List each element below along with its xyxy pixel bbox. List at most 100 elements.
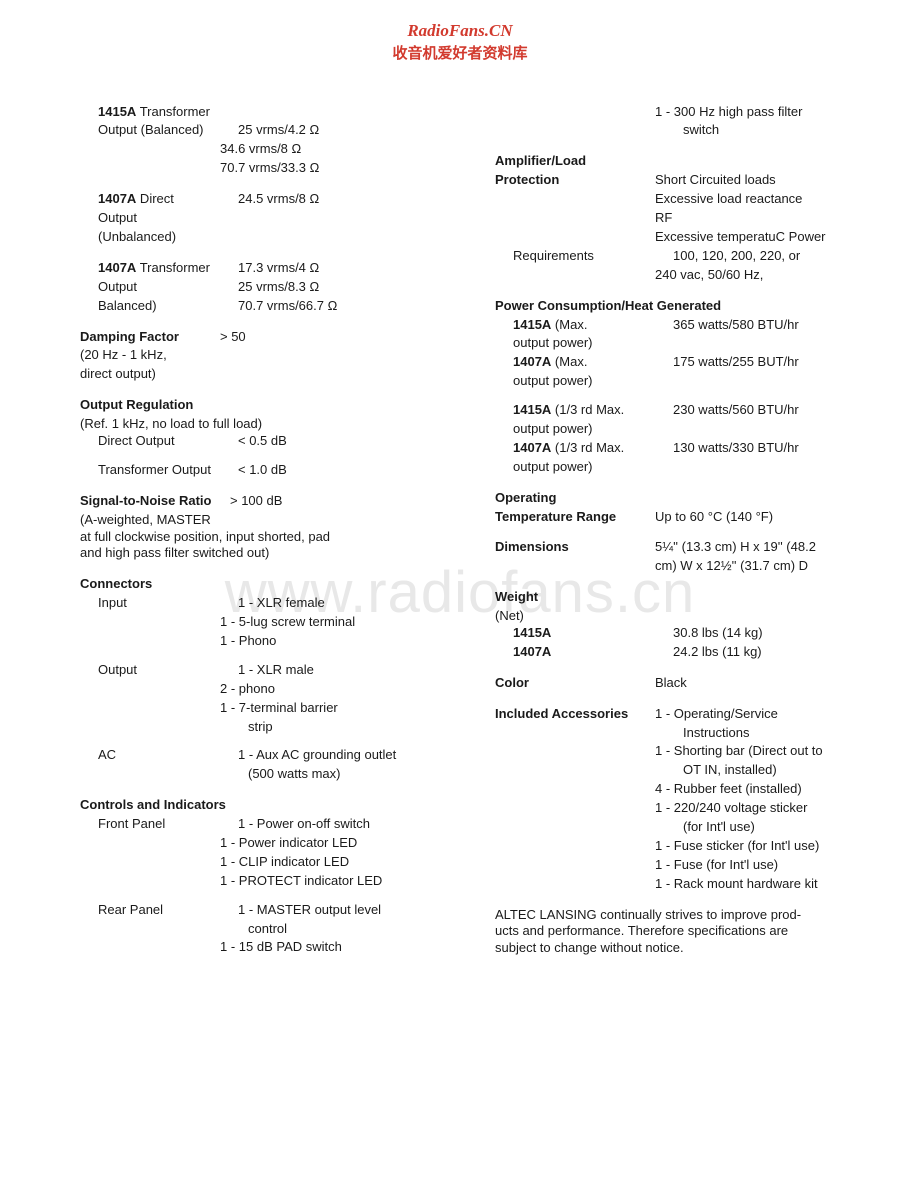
label: Direct Output <box>80 433 238 450</box>
value: 1 - Aux AC grounding outlet <box>238 747 455 764</box>
spec-dimensions: Dimensions5¼'' (13.3 cm) H x 19'' (48.2 … <box>495 539 870 575</box>
value: Up to 60 °C (140 °F) <box>655 509 870 526</box>
spec-content: 1415A Transformer Output (Balanced) 25 v… <box>0 64 920 972</box>
spec-title: Output Regulation <box>80 397 455 414</box>
spec-color: ColorBlack <box>495 675 870 692</box>
value: switch <box>655 122 870 139</box>
header-site: RadioFans.CN <box>0 20 920 42</box>
value: 25 vrms/4.2 Ω <box>238 122 455 139</box>
left-column: 1415A Transformer Output (Balanced) 25 v… <box>80 104 455 972</box>
spec-title: Signal-to-Noise Ratio <box>80 493 230 510</box>
label-bold: 1407A <box>495 644 673 661</box>
label-sub: Output <box>80 279 238 296</box>
label-bold: 1407A <box>98 260 136 275</box>
label: Input <box>80 595 238 612</box>
label: Rear Panel <box>80 902 238 919</box>
label-sub: Output <box>80 210 238 227</box>
label-bold: 1415A <box>513 317 551 332</box>
note: (20 Hz - 1 kHz, <box>80 347 220 364</box>
spec-op-temp: Operating Temperature RangeUp to 60 °C (… <box>495 490 870 526</box>
value: 100, 120, 200, 220, or <box>673 248 870 265</box>
value: 30.8 lbs (14 kg) <box>673 625 870 642</box>
label-bold: 1415A <box>513 402 551 417</box>
value: cm) W x 12½'' (31.7 cm) D <box>655 558 870 575</box>
value: 24.5 vrms/8 Ω <box>238 191 455 208</box>
value: 17.3 vrms/4 Ω <box>238 260 455 277</box>
label-rest: (Max. <box>551 354 587 369</box>
note: direct output) <box>80 366 220 383</box>
value: Excessive temperatuC Power <box>655 229 870 246</box>
value: Excessive load reactance <box>655 191 870 208</box>
label-bold: 1415A <box>495 625 673 642</box>
label-bold: 1407A <box>513 354 551 369</box>
value: 1 - Fuse (for Int'l use) <box>655 857 870 874</box>
spec-damping: Damping Factor > 50 (20 Hz - 1 kHz, dire… <box>80 329 455 384</box>
spec-title: Weight <box>495 589 870 606</box>
footer-line: ALTEC LANSING continually strives to imp… <box>495 907 870 924</box>
value: > 100 dB <box>230 493 455 510</box>
spec-title: Temperature Range <box>495 509 655 526</box>
spec-controls: Controls and Indicators Front Panel1 - P… <box>80 797 455 956</box>
spec-snr: Signal-to-Noise Ratio > 100 dB (A-weight… <box>80 493 455 563</box>
value: 1 - CLIP indicator LED <box>220 854 455 871</box>
note: at full clockwise position, input shorte… <box>80 529 455 546</box>
spec-title: Connectors <box>80 576 455 593</box>
spec-title: Amplifier/Load <box>495 153 655 170</box>
spec-title: Protection <box>495 172 655 189</box>
value: 34.6 vrms/8 Ω <box>220 141 455 158</box>
value: > 50 <box>220 329 455 346</box>
value: 365 watts/580 BTU/hr <box>673 317 870 334</box>
label-sub: output power) <box>495 335 673 352</box>
value: Black <box>655 675 870 692</box>
spec-output-regulation: Output Regulation (Ref. 1 kHz, no load t… <box>80 397 455 479</box>
value: 1 - Power on-off switch <box>238 816 455 833</box>
spec-title: Included Accessories <box>495 706 655 723</box>
value: 1 - Rack mount hardware kit <box>655 876 870 893</box>
value: 1 - Operating/Service <box>655 706 870 723</box>
label-rest: (1/3 rd Max. <box>551 440 624 455</box>
right-column: 1 - 300 Hz high pass filter switch Ampli… <box>495 104 870 972</box>
spec-title: Dimensions <box>495 539 655 556</box>
label-rest: Direct <box>136 191 174 206</box>
spec-title: Controls and Indicators <box>80 797 455 814</box>
value: 1 - 5-lug screw terminal <box>220 614 455 631</box>
header-subtitle: 收音机爱好者资料库 <box>0 44 920 64</box>
label: Output <box>80 662 238 679</box>
label-sub: Balanced) <box>80 298 238 315</box>
value: 1 - Shorting bar (Direct out to <box>655 743 870 760</box>
value: 1 - PROTECT indicator LED <box>220 873 455 890</box>
label: Requirements <box>495 248 673 265</box>
label-sub: (Unbalanced) <box>80 229 238 246</box>
value: 230 watts/560 BTU/hr <box>673 402 870 419</box>
value: 2 - phono <box>220 681 455 698</box>
value: RF <box>655 210 870 227</box>
spec-title: Color <box>495 675 655 692</box>
value: 1 - MASTER output level <box>238 902 455 919</box>
label-rest: (1/3 rd Max. <box>551 402 624 417</box>
label-rest: Transformer <box>136 104 210 119</box>
footer-line: ucts and performance. Therefore specific… <box>495 923 870 940</box>
value: 1 - Phono <box>220 633 455 650</box>
spec-title: Damping Factor <box>80 329 220 346</box>
value: control <box>220 921 455 938</box>
spec-power-consumption: Power Consumption/Heat Generated 1415A (… <box>495 298 870 476</box>
value: 1 - Fuse sticker (for Int'l use) <box>655 838 870 855</box>
value: Short Circuited loads <box>655 172 870 189</box>
spec-1415a-transformer: 1415A Transformer Output (Balanced) 25 v… <box>80 104 455 178</box>
value: 1 - 15 dB PAD switch <box>220 939 455 956</box>
value: 70.7 vrms/66.7 Ω <box>238 298 455 315</box>
value: 4 - Rubber feet (installed) <box>655 781 870 798</box>
value: 70.7 vrms/33.3 Ω <box>220 160 455 177</box>
value: 240 vac, 50/60 Hz, <box>655 267 870 284</box>
label-bold: 1407A <box>513 440 551 455</box>
spec-weight: Weight (Net) 1415A30.8 lbs (14 kg) 1407A… <box>495 589 870 661</box>
spec-1407a-transformer: 1407A Transformer 17.3 vrms/4 Ω Output25… <box>80 260 455 315</box>
value: 130 watts/330 BTU/hr <box>673 440 870 457</box>
spec-amp-load: Amplifier/Load ProtectionShort Circuited… <box>495 153 870 283</box>
spec-1407a-direct: 1407A Direct 24.5 vrms/8 Ω Output (Unbal… <box>80 191 455 246</box>
label-bold: 1415A <box>98 104 136 119</box>
label-sub: output power) <box>495 373 673 390</box>
value: strip <box>220 719 455 736</box>
value: 175 watts/255 BUT/hr <box>673 354 870 371</box>
spec-title: Power Consumption/Heat Generated <box>495 298 870 315</box>
